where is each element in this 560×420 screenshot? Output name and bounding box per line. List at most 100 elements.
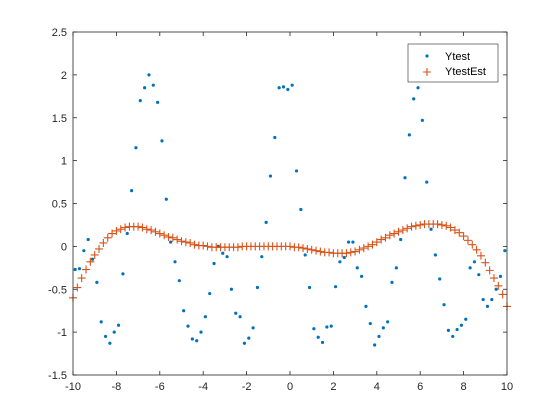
ytest-point — [242, 341, 247, 345]
ytest-point — [112, 330, 116, 334]
ytestest-point — [416, 220, 425, 229]
ytestest-point — [450, 226, 459, 235]
ytest-point — [116, 323, 121, 327]
ytest-point — [320, 340, 325, 345]
ytestest-point — [190, 240, 199, 249]
y-tick-label: 1.5 — [52, 113, 67, 125]
legend-item-ytest: Ytest — [425, 51, 470, 63]
ytest-point — [108, 341, 112, 345]
ytest-point — [377, 334, 381, 339]
ytest-point — [316, 335, 320, 339]
ytest-point — [164, 197, 168, 201]
ytestest-point — [90, 250, 99, 259]
ytest-point — [268, 174, 273, 178]
ytestest-point — [73, 283, 82, 292]
ytest-point — [286, 87, 290, 92]
ytest-point — [360, 274, 364, 278]
ytestest-point — [82, 265, 91, 274]
plot-area-background — [73, 32, 507, 375]
ytest-point — [446, 328, 451, 333]
legend-box — [407, 43, 499, 83]
ytestest-point — [442, 221, 451, 230]
ytest-point — [182, 309, 186, 313]
x-tick-label: -4 — [198, 381, 208, 393]
ytestest-point — [160, 231, 169, 240]
ytest-point — [399, 237, 403, 242]
ytestest-point — [151, 227, 160, 236]
y-tick-label: -1 — [57, 327, 67, 339]
ytest-point — [425, 180, 429, 184]
ytest-point — [251, 326, 255, 330]
ytest-point — [212, 261, 216, 266]
ytest-point — [147, 73, 151, 77]
ytestest-point — [312, 246, 321, 255]
ytest-point — [264, 220, 268, 224]
ytest-point — [225, 255, 229, 259]
ytestest-point — [472, 245, 481, 254]
y-tick-label: 1 — [61, 156, 67, 168]
ytestest-point — [394, 227, 403, 236]
ytest-point — [234, 311, 238, 315]
x-tick-label: 6 — [417, 381, 423, 393]
ytest-point — [82, 249, 86, 253]
ytest-point — [129, 189, 134, 193]
legend-marker-ytestest — [423, 68, 431, 76]
ytest-point — [99, 320, 103, 324]
ytestest-point — [99, 238, 108, 247]
ytest-point — [260, 255, 264, 259]
ytest-point — [464, 317, 468, 321]
ytest-point — [199, 330, 203, 334]
ytestest-point — [368, 240, 377, 249]
ytest-point — [307, 285, 312, 290]
ytest-point — [381, 326, 385, 330]
ytestest-point — [385, 231, 394, 240]
ytestest-point — [134, 222, 143, 231]
ytest-point — [433, 253, 437, 257]
ytestest-point — [403, 224, 412, 233]
x-tick-label: -10 — [65, 381, 81, 393]
ytestest-point — [142, 225, 151, 234]
ytest-point — [416, 86, 420, 90]
ytestest-point — [168, 233, 177, 242]
ytestest-point — [494, 281, 503, 290]
ytest-point — [121, 272, 125, 276]
ytestest-point — [446, 223, 455, 232]
ytestest-point — [116, 225, 125, 234]
ytest-point — [190, 337, 194, 341]
ytestest-point — [95, 244, 104, 253]
ytest-point — [364, 304, 368, 308]
ytest-point — [351, 240, 355, 244]
legend-item-ytestest: YtestEst — [423, 66, 486, 78]
ytestest-point — [364, 242, 373, 251]
ytestest-point — [108, 229, 117, 238]
ytest-point — [169, 240, 173, 244]
ytest-point — [156, 100, 160, 104]
ytest-point — [485, 304, 490, 308]
ytest-point — [73, 267, 77, 272]
legend: Ytest YtestEst — [407, 43, 499, 83]
ytestest-point — [489, 274, 498, 283]
ytest-point — [412, 97, 416, 101]
ytest-point — [373, 343, 377, 347]
ytest-point — [451, 334, 455, 339]
ytest-point — [151, 83, 155, 87]
ytest-point — [195, 339, 199, 343]
ytestest-point — [481, 258, 490, 267]
ytestest-point — [355, 245, 364, 254]
ytest-point — [221, 251, 225, 255]
ytestest-point — [103, 233, 112, 242]
ytest-point — [255, 285, 260, 290]
y-tick-label: -0.5 — [48, 284, 67, 296]
x-tick-label: 2 — [330, 381, 336, 393]
ytest-point — [355, 266, 359, 270]
ytest-point — [290, 83, 294, 87]
x-tick-label: 10 — [501, 381, 513, 393]
ytest-point — [386, 320, 390, 324]
ytest-point — [90, 257, 95, 261]
ytestest-point — [485, 266, 494, 275]
x-tick-label: 4 — [374, 381, 380, 393]
x-tick-label: 8 — [461, 381, 467, 393]
ytest-point — [203, 315, 207, 319]
ytest-point — [138, 99, 142, 103]
